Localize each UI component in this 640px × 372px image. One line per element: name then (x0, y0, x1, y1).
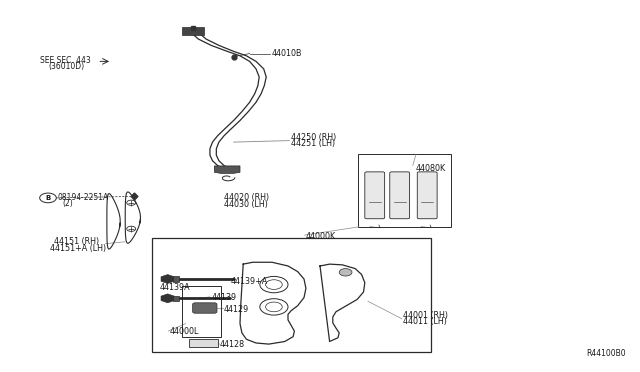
Text: 44139A: 44139A (160, 283, 191, 292)
FancyBboxPatch shape (193, 303, 217, 313)
Text: 44001 (RH): 44001 (RH) (403, 311, 448, 320)
Polygon shape (161, 294, 174, 303)
FancyBboxPatch shape (365, 172, 385, 219)
Text: 44000K: 44000K (306, 232, 336, 241)
Bar (358, 154, 451, 227)
FancyBboxPatch shape (417, 172, 437, 219)
Text: 44080K: 44080K (416, 164, 446, 173)
Text: 08194-2251A: 08194-2251A (58, 193, 109, 202)
Text: 44139: 44139 (211, 293, 236, 302)
Text: 44151+A (LH): 44151+A (LH) (50, 244, 106, 253)
Text: 44020 (RH): 44020 (RH) (224, 193, 269, 202)
Text: 44151 (RH): 44151 (RH) (54, 237, 100, 246)
Bar (189, 339, 218, 347)
Circle shape (339, 269, 352, 276)
Bar (182, 27, 204, 35)
Text: 44011 (LH): 44011 (LH) (403, 317, 447, 326)
Text: 44129: 44129 (224, 305, 249, 314)
Text: (2): (2) (63, 199, 74, 208)
Text: SEE SEC. 443: SEE SEC. 443 (40, 56, 90, 65)
Text: 44000L: 44000L (170, 327, 199, 336)
Bar (182, 286, 221, 337)
Bar (173, 296, 179, 301)
Text: 44010B: 44010B (272, 49, 303, 58)
Polygon shape (214, 166, 240, 173)
Text: 44030 (LH): 44030 (LH) (224, 200, 268, 209)
Text: 44251 (LH): 44251 (LH) (291, 140, 335, 148)
Text: R44100B0: R44100B0 (586, 349, 626, 358)
Bar (173, 276, 179, 282)
Text: 44128: 44128 (220, 340, 244, 349)
FancyBboxPatch shape (390, 172, 410, 219)
Text: (36010D): (36010D) (48, 62, 84, 71)
Text: 44250 (RH): 44250 (RH) (291, 133, 337, 142)
Bar (152, 238, 431, 352)
Polygon shape (161, 275, 174, 283)
Text: B: B (45, 195, 51, 201)
Text: 44139+A: 44139+A (230, 277, 268, 286)
